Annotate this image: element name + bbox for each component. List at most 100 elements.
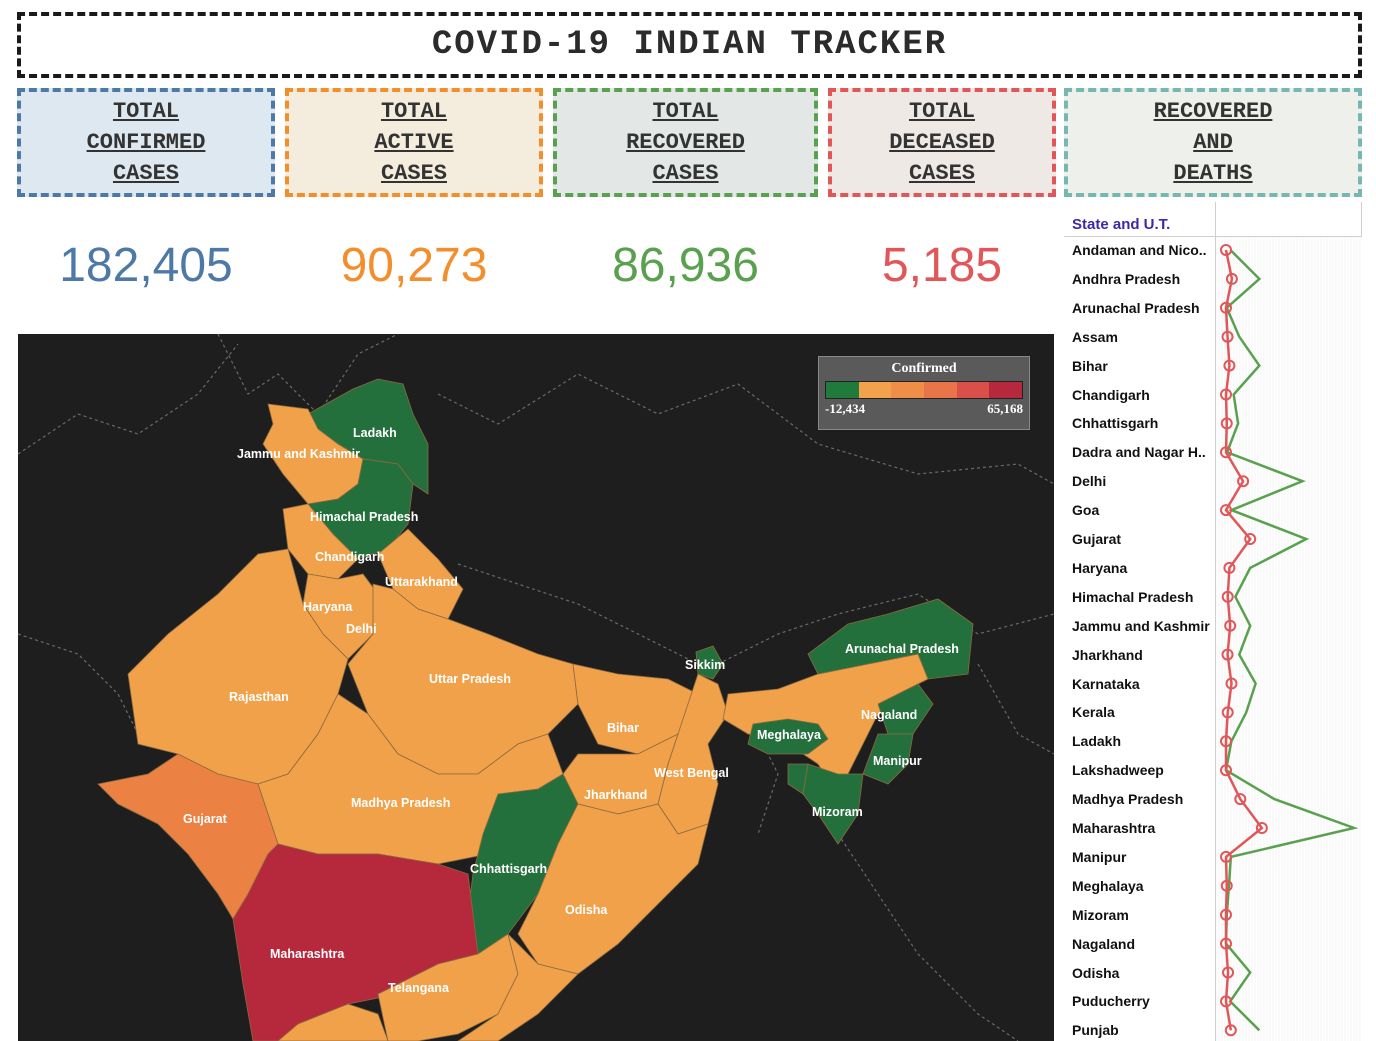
- deaths-point[interactable]: [1220, 937, 1232, 950]
- state-row[interactable]: Delhi: [1072, 473, 1107, 490]
- deaths-point[interactable]: [1223, 561, 1236, 574]
- deaths-point[interactable]: [1223, 359, 1236, 372]
- label-meghalaya: Meghalaya: [757, 728, 822, 742]
- state-row[interactable]: Manipur: [1072, 848, 1127, 865]
- state-karnataka[interactable]: [277, 1003, 389, 1041]
- deceased-header: TOTAL DECEASED CASES: [828, 88, 1056, 197]
- deaths-point[interactable]: [1224, 619, 1237, 632]
- deaths-point[interactable]: [1220, 764, 1232, 777]
- state-row[interactable]: Puducherry: [1072, 993, 1150, 1010]
- state-row[interactable]: Maharashtra: [1072, 820, 1156, 836]
- state-row[interactable]: Goa: [1072, 502, 1100, 519]
- label-jk: Jammu and Kashmir: [237, 447, 360, 461]
- state-row[interactable]: Gujarat: [1072, 531, 1122, 547]
- label-uttarakhand: Uttarakhand: [385, 575, 458, 589]
- label-nagaland: Nagaland: [861, 708, 917, 722]
- confirmed-header: TOTAL CONFIRMED CASES: [17, 88, 275, 197]
- deaths-point[interactable]: [1220, 850, 1232, 863]
- state-arunachal[interactable]: [807, 598, 974, 680]
- state-manipur[interactable]: [862, 733, 914, 785]
- deaths-point[interactable]: [1225, 677, 1238, 690]
- state-row[interactable]: Assam: [1072, 328, 1118, 345]
- state-meghalaya[interactable]: [747, 718, 829, 755]
- label-hp: Himachal Pradesh: [310, 510, 418, 524]
- state-tripura[interactable]: [787, 763, 809, 795]
- label-telangana: Telangana: [388, 981, 450, 995]
- state-row[interactable]: Dadra and Nagar H..: [1072, 444, 1206, 461]
- state-row[interactable]: Jammu and Kashmir: [1072, 617, 1210, 634]
- state-row[interactable]: Meghalaya: [1072, 877, 1144, 894]
- deaths-line[interactable]: [1224, 249, 1264, 1031]
- deaths-point[interactable]: [1221, 330, 1234, 343]
- recovered-deaths-header: RECOVERED AND DEATHS: [1064, 88, 1362, 197]
- recovered-deaths-label: RECOVERED AND DEATHS: [1153, 99, 1273, 186]
- state-odisha[interactable]: [517, 803, 709, 975]
- state-row[interactable]: Andhra Pradesh: [1072, 270, 1181, 287]
- state-chhattisgarh[interactable]: [467, 773, 579, 955]
- deaths-point[interactable]: [1220, 301, 1232, 314]
- deaths-point[interactable]: [1220, 388, 1232, 401]
- deaths-point[interactable]: [1225, 272, 1238, 285]
- state-row[interactable]: Karnataka: [1072, 675, 1140, 692]
- deaths-point[interactable]: [1220, 735, 1232, 748]
- state-row[interactable]: Arunachal Pradesh: [1072, 299, 1200, 316]
- deaths-point[interactable]: [1220, 504, 1232, 517]
- title-text: COVID-19 INDIAN TRACKER: [431, 26, 948, 64]
- deaths-point[interactable]: [1220, 446, 1232, 459]
- deaths-point[interactable]: [1220, 879, 1233, 892]
- legend-swatch: [858, 382, 892, 398]
- state-row[interactable]: Madhya Pradesh: [1072, 791, 1184, 808]
- map-svg[interactable]: Ladakh Jammu and Kashmir Himachal Prades…: [18, 334, 1054, 1041]
- india-map[interactable]: Ladakh Jammu and Kashmir Himachal Prades…: [18, 334, 1054, 1041]
- state-row[interactable]: Odisha: [1072, 964, 1120, 981]
- state-andhra[interactable]: [457, 932, 579, 1041]
- deaths-point[interactable]: [1244, 533, 1257, 545]
- state-punjab[interactable]: [282, 503, 359, 580]
- state-row[interactable]: Jharkhand: [1072, 646, 1143, 663]
- legend-swatch: [924, 382, 957, 398]
- deaths-point[interactable]: [1255, 822, 1268, 834]
- deaths-point[interactable]: [1222, 966, 1235, 979]
- confirmed-value: 182,405: [59, 239, 233, 292]
- state-row[interactable]: Punjab: [1072, 1022, 1119, 1039]
- state-row[interactable]: Mizoram: [1072, 906, 1129, 923]
- state-row[interactable]: Ladakh: [1072, 733, 1122, 750]
- state-row[interactable]: Bihar: [1072, 357, 1108, 374]
- recovered-label: TOTAL RECOVERED CASES: [626, 99, 745, 186]
- deaths-point[interactable]: [1221, 590, 1234, 603]
- label-mizoram: Mizoram: [812, 805, 863, 819]
- state-nagaland[interactable]: [877, 683, 934, 735]
- state-row[interactable]: Haryana: [1072, 559, 1128, 576]
- state-row[interactable]: Andaman and Nico..: [1072, 242, 1207, 258]
- deaths-point[interactable]: [1220, 244, 1232, 256]
- state-row[interactable]: Chhattisgarh: [1072, 415, 1159, 432]
- state-row[interactable]: Himachal Pradesh: [1072, 588, 1194, 605]
- state-column-header[interactable]: State and U.T.: [1072, 216, 1171, 233]
- state-row[interactable]: Nagaland: [1072, 935, 1136, 952]
- state-row[interactable]: Chandigarh: [1072, 386, 1150, 403]
- legend-swatch: [956, 382, 990, 398]
- state-maharashtra[interactable]: [232, 843, 479, 1041]
- deaths-point[interactable]: [1224, 1024, 1237, 1037]
- state-panel: State and U.T. Andaman and Nico.. Andhra …: [1064, 202, 1362, 1041]
- state-labels: Ladakh Jammu and Kashmir Himachal Prades…: [183, 426, 959, 995]
- deaths-point[interactable]: [1237, 475, 1250, 488]
- deaths-point[interactable]: [1220, 417, 1233, 430]
- recovered-line[interactable]: [1224, 249, 1359, 1032]
- deaths-point[interactable]: [1220, 995, 1232, 1008]
- legend-swatch: [826, 382, 859, 398]
- state-row[interactable]: Kerala: [1072, 704, 1115, 721]
- active-header: TOTAL ACTIVE CASES: [285, 88, 543, 197]
- deaths-point[interactable]: [1234, 793, 1247, 806]
- state-sikkim[interactable]: [695, 645, 724, 680]
- label-bihar: Bihar: [607, 721, 639, 735]
- state-row[interactable]: Lakshadweep: [1072, 762, 1164, 779]
- active-label: TOTAL ACTIVE CASES: [374, 99, 454, 186]
- recovered-deaths-chart[interactable]: [1216, 237, 1361, 1041]
- label-ladakh: Ladakh: [353, 426, 397, 440]
- deaths-point[interactable]: [1221, 706, 1234, 719]
- deaths-point[interactable]: [1221, 648, 1234, 661]
- deaths-point[interactable]: [1220, 908, 1232, 921]
- recovered-header: TOTAL RECOVERED CASES: [553, 88, 818, 197]
- state-mizoram[interactable]: [802, 763, 864, 845]
